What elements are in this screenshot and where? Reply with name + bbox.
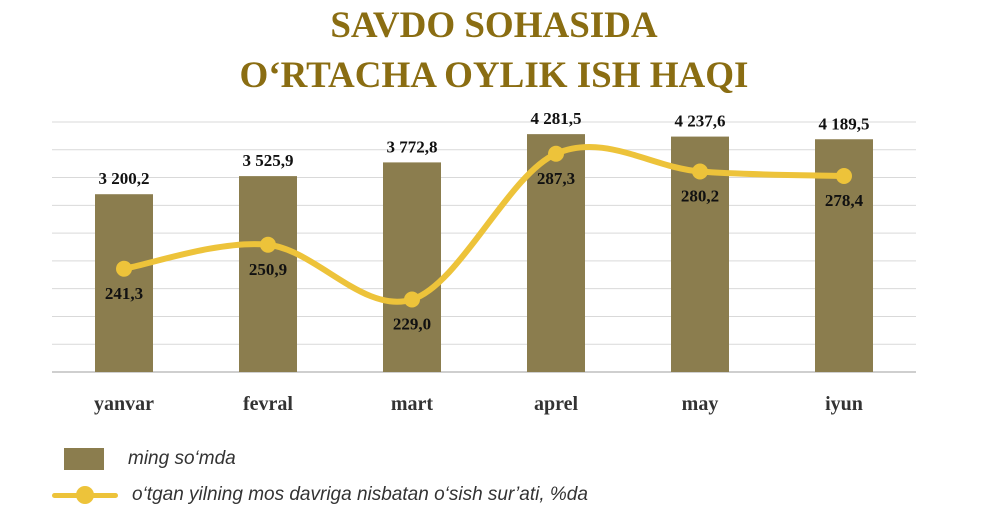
bar-value-label: 4 189,5 bbox=[819, 114, 870, 133]
legend-bar-label: ming so‘mda bbox=[128, 448, 236, 469]
bar bbox=[383, 162, 441, 372]
growth-point bbox=[116, 260, 132, 277]
bar bbox=[95, 194, 153, 372]
chart-plot: 3 200,2 yanvar 3 525,9 fevral 3 772,8 mart 4 2… bbox=[52, 109, 916, 415]
x-tick-label: may bbox=[682, 393, 719, 415]
legend-line-label: o‘tgan yilning mos davriga nisbatan o‘si… bbox=[132, 484, 588, 505]
growth-value-label: 287,3 bbox=[537, 169, 575, 188]
legend-item-bar: ming so‘mda bbox=[52, 448, 236, 470]
x-tick-label: mart bbox=[391, 393, 434, 415]
growth-value-label: 250,9 bbox=[249, 260, 287, 279]
legend-item-line: o‘tgan yilning mos davriga nisbatan o‘si… bbox=[52, 484, 588, 506]
growth-point bbox=[548, 145, 564, 162]
x-tick-label: yanvar bbox=[94, 393, 154, 415]
legend-bar-swatch bbox=[64, 448, 104, 470]
bar-value-label: 4 237,6 bbox=[675, 112, 726, 131]
bar-value-label: 4 281,5 bbox=[531, 109, 582, 128]
growth-value-label: 241,3 bbox=[105, 284, 143, 303]
chart-title-line-2: O‘RTACHA OYLIK ISH HAQI bbox=[239, 55, 749, 96]
bar bbox=[527, 134, 585, 372]
growth-point bbox=[404, 291, 420, 308]
legend-line-swatch bbox=[52, 485, 118, 505]
bar-value-label: 3 200,2 bbox=[99, 169, 150, 188]
growth-series-line bbox=[121, 143, 847, 305]
bar-value-label: 3 772,8 bbox=[387, 137, 438, 156]
growth-value-label: 280,2 bbox=[681, 187, 719, 206]
growth-point bbox=[836, 168, 852, 184]
x-tick-label: aprel bbox=[534, 393, 579, 415]
bar bbox=[239, 176, 297, 372]
bar-value-label: 3 525,9 bbox=[243, 151, 294, 170]
x-tick-label: fevral bbox=[243, 393, 293, 415]
growth-value-label: 278,4 bbox=[825, 191, 864, 210]
growth-value-label: 229,0 bbox=[393, 315, 431, 334]
x-tick-label: iyun bbox=[825, 393, 863, 415]
chart-title-line-1: SAVDO SOHASIDA bbox=[330, 5, 658, 46]
growth-point bbox=[260, 236, 276, 253]
growth-point bbox=[692, 163, 708, 180]
